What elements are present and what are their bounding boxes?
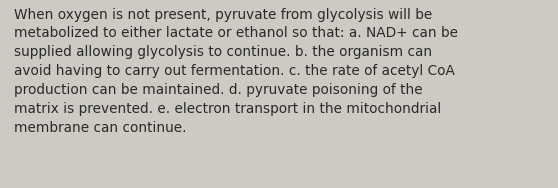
Text: When oxygen is not present, pyruvate from glycolysis will be
metabolized to eith: When oxygen is not present, pyruvate fro… xyxy=(14,8,458,135)
